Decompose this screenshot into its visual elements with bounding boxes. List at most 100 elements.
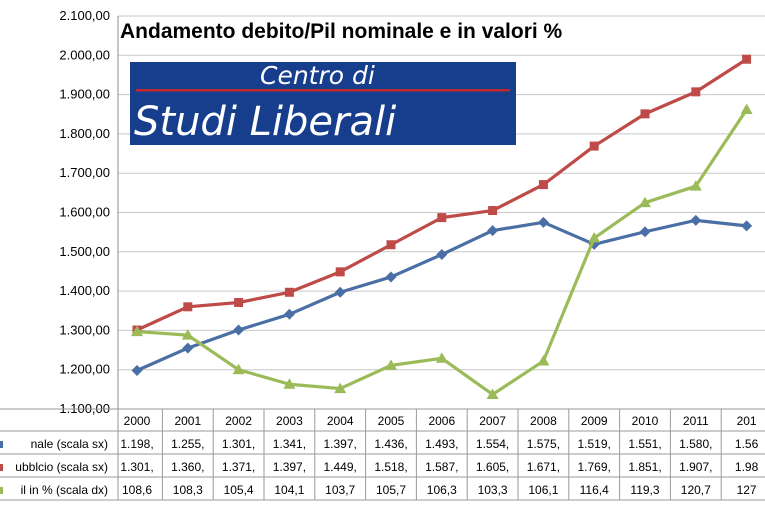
table-cell: 1.341, xyxy=(273,437,306,451)
table-cell: 1.587, xyxy=(425,460,458,474)
table-cell: 120,7 xyxy=(681,483,711,497)
table-cell: 1.851, xyxy=(628,460,661,474)
logo-line-1: Centro di xyxy=(260,61,375,90)
table-cell: 1.605, xyxy=(476,460,509,474)
table-cell: 127 xyxy=(737,483,757,497)
data-point xyxy=(487,225,499,237)
y-tick-label: 1.400,00 xyxy=(59,283,110,298)
table-cell: 1.575, xyxy=(527,437,560,451)
y-tick-label: 1.300,00 xyxy=(59,322,110,337)
data-point xyxy=(435,352,448,363)
data-point xyxy=(181,329,194,340)
data-point xyxy=(437,213,447,223)
legend-swatch xyxy=(0,464,3,471)
x-tick-label: 2004 xyxy=(327,414,354,428)
data-point xyxy=(131,325,143,337)
table-cell: 1.98 xyxy=(735,460,759,474)
table-cell: 106,1 xyxy=(528,483,558,497)
data-point xyxy=(689,180,702,191)
table-cell: 1.56 xyxy=(735,437,759,451)
x-tick-label: 2008 xyxy=(530,414,557,428)
x-tick-label: 2005 xyxy=(378,414,405,428)
table-cell: 1.769, xyxy=(578,460,611,474)
x-tick-label: 2011 xyxy=(683,414,709,428)
data-table: 2000 2001 2002 2003 2004 2005 2006 2007 2008 2009… xyxy=(0,408,765,501)
logo-banner: Centro di Studi Liberali xyxy=(130,61,516,145)
data-point xyxy=(486,388,499,399)
table-cell: 1.301, xyxy=(222,437,255,451)
logo-line-2: Studi Liberali xyxy=(134,99,396,145)
data-point xyxy=(386,240,396,250)
data-point xyxy=(334,382,347,394)
table-cell: 106,3 xyxy=(427,483,457,497)
table-cell: 1.371, xyxy=(222,460,255,474)
data-point xyxy=(283,378,296,389)
y-tick-label: 1.800,00 xyxy=(59,126,110,141)
y-tick-label: 2.100,00 xyxy=(59,8,110,23)
table-cell: 1.449, xyxy=(324,460,357,474)
table-cell: 103,3 xyxy=(478,483,508,497)
data-point xyxy=(741,220,753,232)
x-tick-label: 2003 xyxy=(276,414,303,428)
data-point xyxy=(742,54,752,64)
table-cell: 119,3 xyxy=(630,483,659,497)
data-point xyxy=(488,206,498,216)
table-cell: 1.671, xyxy=(527,460,560,474)
data-point xyxy=(589,141,599,151)
x-tick-label: 2002 xyxy=(225,414,252,428)
data-point xyxy=(233,324,245,336)
data-point xyxy=(182,342,194,354)
table-cell: 103,7 xyxy=(325,483,355,497)
y-tick-label: 1.700,00 xyxy=(59,165,110,180)
data-point xyxy=(183,302,193,312)
data-point xyxy=(639,196,651,208)
y-tick-label: 2.000,00 xyxy=(59,47,110,62)
data-point xyxy=(234,297,244,307)
data-point xyxy=(537,216,549,228)
table-cell: 1.436, xyxy=(374,437,407,451)
data-point xyxy=(436,249,448,261)
legend-swatch xyxy=(0,487,3,494)
y-tick-label: 1.200,00 xyxy=(59,362,110,377)
table-cell: 108,6 xyxy=(122,483,152,497)
data-point xyxy=(537,355,550,366)
table-cell: 1.907, xyxy=(679,460,712,474)
table-cell: 1.360, xyxy=(171,460,204,474)
data-point xyxy=(232,363,245,375)
y-tick-label: 1.500,00 xyxy=(59,244,110,259)
table-cell: 1.493, xyxy=(425,437,458,451)
logo-rule xyxy=(136,89,510,92)
x-tick-label: 201 xyxy=(737,414,757,428)
x-tick-label: 2009 xyxy=(581,414,608,428)
logo-background xyxy=(130,62,516,145)
data-point xyxy=(740,103,753,115)
table-cell: 1.518, xyxy=(374,460,407,474)
x-tick-label: 2001 xyxy=(174,414,201,428)
data-point xyxy=(385,359,397,370)
table-cell: 1.301, xyxy=(120,460,153,474)
data-point xyxy=(691,87,701,97)
table-cell: 1.519, xyxy=(578,437,611,451)
data-point xyxy=(690,214,702,226)
x-tick-label: 2007 xyxy=(479,414,506,428)
table-cell: 105,7 xyxy=(376,483,406,497)
table-cell: 108,3 xyxy=(173,483,203,497)
table-cell: 116,4 xyxy=(580,483,609,497)
plot-area xyxy=(131,54,753,399)
chart-title: Andamento debito/Pil nominale e in valor… xyxy=(120,20,563,43)
data-point xyxy=(639,226,651,238)
legend-swatch xyxy=(0,441,3,448)
data-point xyxy=(385,271,397,283)
data-point xyxy=(335,267,345,277)
data-point xyxy=(283,308,295,320)
table-cell: 1.255, xyxy=(171,437,204,451)
x-tick-label: 2010 xyxy=(632,414,659,428)
x-tick-label: 2006 xyxy=(428,414,455,428)
table-cell: 1.198, xyxy=(120,437,153,451)
table-cell: 1.397, xyxy=(324,437,357,451)
table-cell: 1.397, xyxy=(273,460,306,474)
data-point xyxy=(640,109,650,119)
x-tick-label: 2000 xyxy=(124,414,151,428)
data-point xyxy=(131,364,143,376)
